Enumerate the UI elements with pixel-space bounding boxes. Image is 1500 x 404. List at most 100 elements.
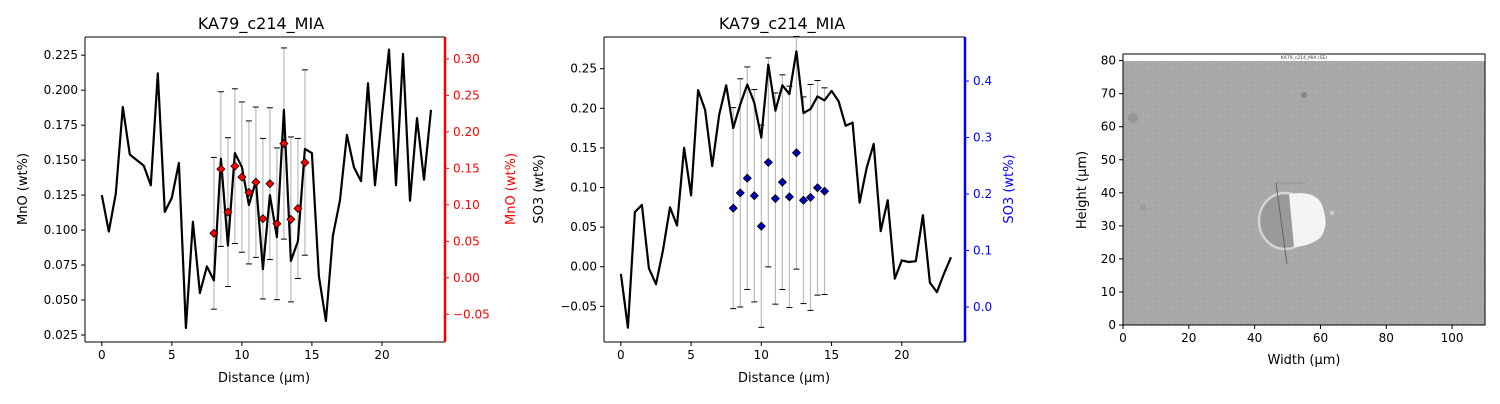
x-tick-label: 40 <box>1247 331 1262 345</box>
y2-tick-label: 0.15 <box>453 161 480 175</box>
y2-tick-label: 0.0 <box>973 300 992 314</box>
surface-pit <box>1140 205 1146 211</box>
data-point <box>209 228 219 238</box>
x-tick-label: 0 <box>617 348 625 362</box>
y-tick-label: 20 <box>1101 252 1116 266</box>
x-tick-label: 5 <box>168 348 176 362</box>
y-tick-label: 0.100 <box>44 223 78 237</box>
y-tick-label: 0.00 <box>570 260 597 274</box>
y-tick-label: 10 <box>1101 285 1116 299</box>
y2-tick-label: 0.2 <box>973 187 992 201</box>
x-tick-label: 80 <box>1379 331 1394 345</box>
y-tick-label: 40 <box>1101 186 1116 200</box>
data-point <box>216 164 226 174</box>
melt-inclusion <box>1257 182 1326 265</box>
x-tick-label: 20 <box>1181 331 1196 345</box>
data-point <box>272 219 282 229</box>
so3-y2-axis-label: SO3 (wt%) <box>1002 154 1017 223</box>
data-point <box>784 192 794 202</box>
y-tick-label: 0.200 <box>44 83 78 97</box>
y2-tick-label: −0.05 <box>453 307 490 321</box>
y2-tick-label: 0.10 <box>453 198 480 212</box>
data-point <box>742 173 752 183</box>
data-point <box>279 138 289 149</box>
y-tick-label: 0.15 <box>570 141 597 155</box>
x-tick-label: 0 <box>1119 331 1127 345</box>
x-tick-label: 0 <box>98 348 106 362</box>
sem-image-panel: KA79_c214_MIA (SE) Width (µm) Height (µm… <box>1075 53 1486 368</box>
y2-tick-label: 0.3 <box>973 131 992 145</box>
data-point <box>791 148 802 158</box>
x-tick-label: 15 <box>304 348 319 362</box>
y-tick-label: 0.225 <box>44 48 78 62</box>
surface-pit <box>1128 113 1138 123</box>
y2-tick-label: 0.05 <box>453 234 480 248</box>
data-point <box>756 221 766 231</box>
y2-tick-label: 0.1 <box>973 244 992 258</box>
mno-x-axis-label: Distance (µm) <box>218 371 310 386</box>
data-point <box>749 191 759 201</box>
y-tick-label: 70 <box>1101 87 1116 101</box>
sem-x-axis-label: Width (µm) <box>1268 353 1341 368</box>
y2-tick-label: 0.20 <box>453 125 480 139</box>
x-tick-label: 5 <box>687 348 695 362</box>
y-tick-label: 0.05 <box>570 220 597 234</box>
y-tick-label: 0.175 <box>44 118 78 132</box>
y-tick-label: 60 <box>1101 120 1116 134</box>
data-point <box>777 177 787 187</box>
data-point <box>300 157 310 168</box>
y-tick-label: 0.075 <box>44 258 78 272</box>
surface-pit <box>1329 210 1335 216</box>
y2-tick-label: 0.25 <box>453 88 480 102</box>
so3-chart: KA79_c214_MIA Distance (µm) SO3 (wt%) SO… <box>532 14 1017 386</box>
sem-frame <box>1122 53 1486 326</box>
y-tick-label: 0.25 <box>570 62 597 76</box>
y2-tick-label: 0.30 <box>453 52 480 66</box>
x-tick-label: 60 <box>1313 331 1328 345</box>
sem-image-title: KA79_c214_MIA (SE) <box>1281 55 1327 61</box>
data-point <box>735 188 745 198</box>
data-point <box>812 183 823 193</box>
data-point <box>237 172 247 182</box>
data-point <box>293 203 303 214</box>
y-tick-label: 30 <box>1101 219 1116 233</box>
y-tick-label: 0.050 <box>44 293 78 307</box>
x-tick-label: 100 <box>1441 331 1464 345</box>
y-tick-label: −0.05 <box>560 299 597 313</box>
y-tick-label: 0.10 <box>570 181 597 195</box>
sem-y-axis-label: Height (µm) <box>1075 151 1090 229</box>
x-tick-label: 20 <box>894 348 909 362</box>
data-point <box>223 207 233 217</box>
data-point <box>265 179 275 189</box>
mno-y-axis-label: MnO (wt%) <box>16 153 31 225</box>
data-point <box>251 177 261 187</box>
y-tick-label: 0 <box>1108 318 1116 332</box>
x-tick-label: 10 <box>234 348 249 362</box>
y2-tick-label: 0.00 <box>453 271 480 285</box>
mno-chart: KA79_c214_MIA Distance (µm) MnO (wt%) Mn… <box>16 14 519 386</box>
y-tick-label: 0.125 <box>44 188 78 202</box>
data-point <box>728 203 738 213</box>
data-point <box>798 195 809 205</box>
so3-x-axis-label: Distance (µm) <box>738 371 830 386</box>
data-point <box>819 186 830 196</box>
sem-image-header-strip <box>1123 54 1485 61</box>
series-line <box>100 48 433 330</box>
data-point <box>286 214 296 224</box>
mno-y2-axis-label: MnO (wt%) <box>504 153 519 225</box>
surface-pit <box>1301 92 1307 98</box>
y-tick-label: 0.20 <box>570 101 597 115</box>
so3-chart-title: KA79_c214_MIA <box>719 14 845 34</box>
data-point <box>230 161 240 171</box>
data-point <box>763 157 773 167</box>
y-tick-label: 50 <box>1101 153 1116 167</box>
y-tick-label: 80 <box>1101 54 1116 68</box>
data-point <box>258 214 268 224</box>
mno-chart-title: KA79_c214_MIA <box>198 14 324 34</box>
data-point <box>770 193 780 204</box>
series-line <box>619 50 953 329</box>
sem-image <box>1123 54 1485 325</box>
y-tick-label: 0.025 <box>44 328 78 342</box>
so3-y-axis-label: SO3 (wt%) <box>532 154 547 223</box>
